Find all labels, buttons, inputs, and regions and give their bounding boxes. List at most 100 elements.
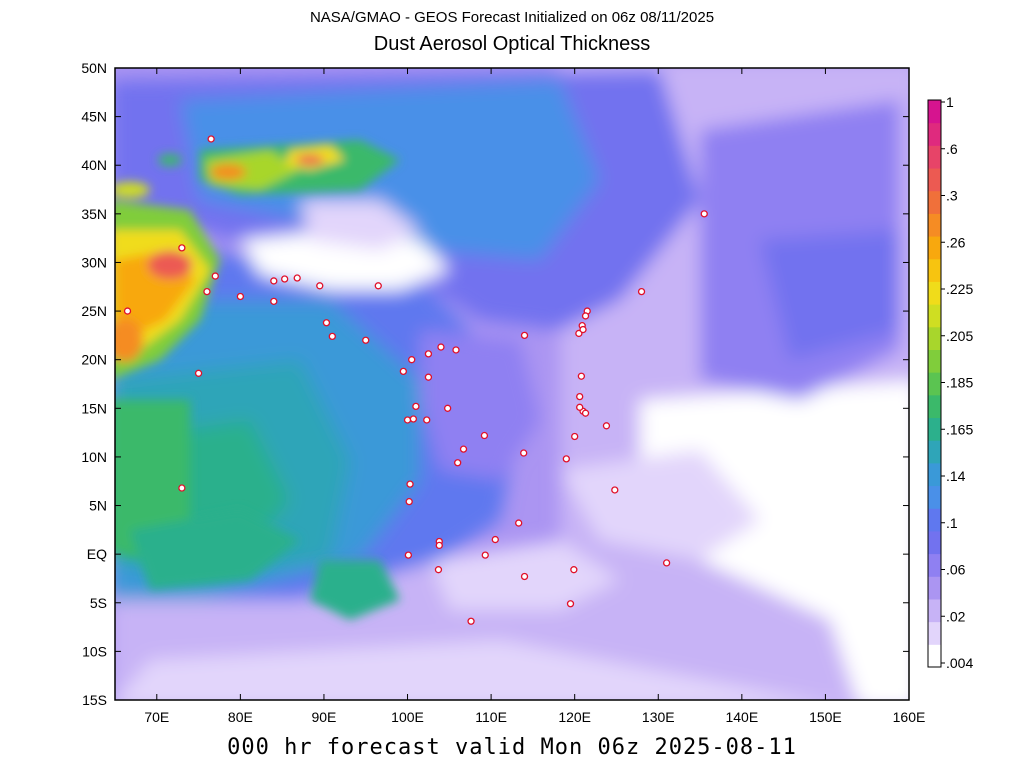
lon-tick-label: 100E (391, 709, 424, 725)
lon-tick-label: 150E (809, 709, 842, 725)
aeronet-station-marker (434, 566, 443, 574)
aeronet-station-marker (406, 480, 414, 488)
colorbar-tick-label: .3 (946, 188, 958, 204)
colorbar-tick-label: .004 (946, 655, 973, 671)
lat-tick-label: 5S (90, 595, 107, 611)
aeronet-station-marker (328, 332, 336, 341)
aeronet-station-marker (437, 343, 445, 351)
colorbar-tick-label: .185 (946, 375, 973, 391)
colorbar-swatch (928, 508, 941, 532)
lat-tick-label: 15S (82, 692, 107, 708)
colorbar-swatch (928, 122, 941, 146)
aeronet-station-marker (399, 367, 407, 376)
lat-tick-label: 10N (81, 449, 107, 465)
colorbar-tick-label: .205 (946, 328, 973, 344)
aeronet-station-marker (322, 319, 331, 327)
aeronet-station-marker (362, 336, 370, 344)
aeronet-station-marker (409, 415, 418, 423)
aeronet-station-marker (480, 431, 489, 440)
aerosol-field (115, 68, 909, 700)
lat-tick-label: 10S (82, 643, 107, 659)
aeronet-station-marker (281, 275, 289, 283)
colorbar-tick-label: .1 (946, 515, 958, 531)
aeronet-station-marker (178, 244, 186, 252)
aeronet-station-marker (581, 312, 590, 320)
aeronet-station-marker (579, 325, 587, 334)
colorbar-swatch (928, 462, 941, 487)
aeronet-station-marker (270, 277, 278, 285)
aeronet-station-marker (194, 369, 203, 377)
aeronet-station-marker (520, 572, 529, 581)
aeronet-station-marker (515, 519, 523, 527)
station-markers (123, 135, 708, 625)
aeronet-station-marker (562, 455, 570, 463)
aeronet-station-marker (570, 566, 578, 574)
aeronet-station-marker (424, 373, 433, 381)
aeronet-station-marker (236, 292, 245, 301)
lat-tick-label: EQ (87, 546, 107, 562)
aeronet-station-marker (203, 287, 211, 296)
colorbar-swatch (928, 168, 941, 192)
aeronet-station-marker (577, 372, 586, 380)
colorbar-swatch (928, 190, 941, 214)
colorbar: .004 .02 .06 .1 .14 .165 .185 .205 .225 .26 .3 .6 1 (927, 94, 973, 671)
lat-tick-label: 20N (81, 352, 107, 368)
colorbar-swatch (928, 553, 941, 577)
lon-tick-label: 70E (144, 709, 169, 725)
lon-tick-label: 80E (228, 709, 253, 725)
colorbar-swatch (928, 485, 941, 509)
aeronet-station-marker (581, 409, 590, 417)
colorbar-swatch (928, 236, 941, 260)
aeronet-station-marker (637, 287, 646, 296)
aeronet-station-marker (424, 350, 433, 358)
colorbar-swatch (928, 417, 941, 441)
lon-tick-label: 160E (893, 709, 926, 725)
colorbar-swatch (928, 576, 941, 600)
colorbar-swatch (928, 145, 941, 169)
aeronet-station-marker (435, 541, 443, 550)
lon-tick-label: 110E (475, 709, 507, 725)
aeronet-station-marker (405, 497, 413, 506)
aeronet-station-marker (270, 297, 278, 306)
lat-tick-label: 15N (81, 400, 107, 416)
aeronet-station-marker (211, 272, 219, 280)
aeronet-station-marker (481, 551, 489, 559)
colorbar-swatch (928, 213, 941, 237)
aeronet-station-marker (454, 459, 462, 467)
aeronet-station-marker (423, 416, 431, 424)
colorbar-tick-label: .225 (946, 281, 973, 297)
colorbar-swatch (928, 644, 941, 668)
colorbar-swatch (928, 440, 941, 464)
lat-tick-label: 40N (81, 157, 107, 173)
aeronet-station-marker (412, 402, 420, 411)
aeronet-station-marker (520, 331, 529, 340)
colorbar-swatch (928, 621, 941, 645)
colorbar-swatch (928, 394, 941, 419)
lat-tick-label: 5N (89, 498, 107, 514)
aeronet-station-marker (408, 356, 416, 364)
aeronet-station-marker (662, 559, 671, 567)
colorbar-frame (927, 99, 942, 668)
lat-tick-label: 50N (81, 60, 107, 76)
map-subtitle: NASA/GMAO - GEOS Forecast Initialized on… (309, 9, 715, 26)
aeronet-station-marker (403, 416, 412, 424)
aeronet-station-marker (520, 449, 528, 457)
lat-tick-label: 25N (81, 303, 107, 319)
colorbar-swatch (928, 326, 941, 350)
lon-tick-label: 90E (311, 709, 336, 725)
map-title: Dust Aerosol Optical Thickness (373, 33, 651, 55)
colorbar-tick-label: .165 (946, 421, 973, 437)
aeronet-station-marker (700, 210, 708, 218)
colorbar-swatch (928, 304, 941, 328)
aeronet-station-marker (459, 445, 468, 453)
colorbar-tick-label: .06 (946, 562, 966, 578)
lat-tick-label: 45N (81, 109, 107, 125)
lon-tick-label: 140E (725, 709, 758, 725)
aeronet-station-marker (602, 422, 611, 430)
colorbar-tick-label: .6 (946, 141, 958, 157)
lon-tick-label: 120E (558, 709, 591, 725)
colorbar-swatch (928, 372, 941, 396)
aeronet-station-marker (611, 486, 619, 494)
lon-tick-label: 130E (642, 709, 675, 725)
